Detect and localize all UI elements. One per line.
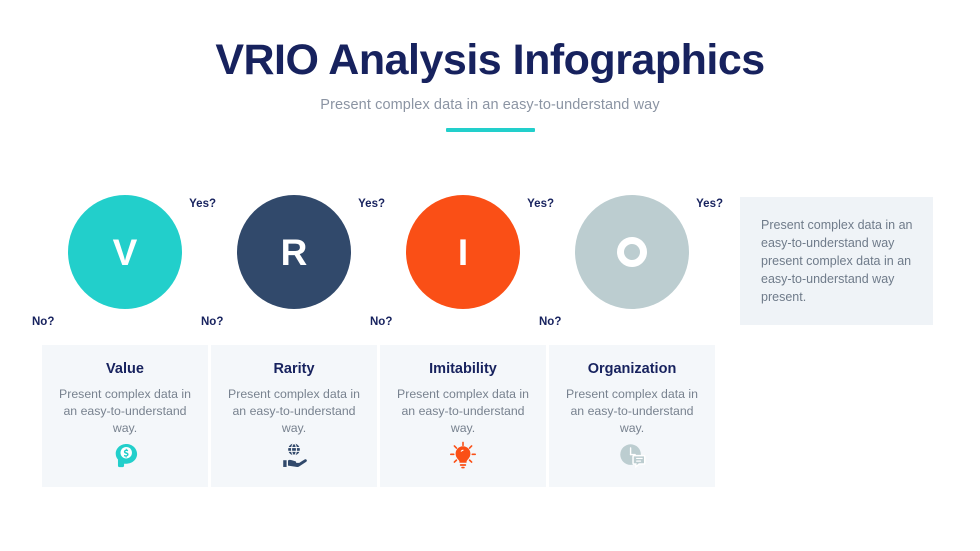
side-note-text: Present complex data in an easy-to-under… [761, 217, 913, 305]
vrio-circles-row: Yes? V No? Yes? R No? Yes? I No? Yes? No… [32, 193, 723, 328]
yes-label: Yes? [189, 198, 216, 210]
circle-letter-i: I [457, 231, 469, 273]
card-title: Imitability [429, 361, 497, 377]
card-title: Organization [587, 361, 677, 377]
no-label: No? [32, 316, 55, 328]
lightbulb-icon [380, 439, 546, 473]
card-description: Present complex data in an easy-to-under… [566, 387, 698, 436]
card-organization[interactable]: Organization Present complex data in an … [549, 345, 715, 487]
circle-letter-r: R [280, 231, 308, 273]
title-divider [445, 128, 535, 133]
card-description: Present complex data in an easy-to-under… [397, 387, 529, 436]
card-value[interactable]: Value Present complex data in an easy-to… [42, 345, 208, 487]
no-label: No? [370, 316, 393, 328]
clock-chat-icon [549, 439, 715, 473]
yes-label: Yes? [696, 198, 723, 210]
card-title: Rarity [273, 361, 315, 377]
globe-hand-icon [211, 439, 377, 473]
circle-letter-v: V [112, 231, 138, 273]
card-description: Present complex data in an easy-to-under… [59, 387, 191, 436]
no-label: No? [201, 316, 224, 328]
card-rarity[interactable]: Rarity Present complex data in an easy-t… [211, 345, 377, 487]
page-title: VRIO Analysis Infographics [215, 36, 765, 84]
vrio-step-value[interactable]: Yes? V No? [32, 193, 216, 328]
head-dollar-icon [42, 439, 208, 473]
vrio-cards-row: Value Present complex data in an easy-to… [42, 345, 722, 487]
vrio-step-imitability[interactable]: Yes? I No? [370, 193, 554, 328]
page-header: VRIO Analysis Infographics Present compl… [0, 36, 980, 133]
card-description: Present complex data in an easy-to-under… [228, 387, 360, 436]
side-note-panel: Present complex data in an easy-to-under… [740, 197, 933, 325]
card-imitability[interactable]: Imitability Present complex data in an e… [380, 345, 546, 487]
card-title: Value [106, 361, 144, 377]
yes-label: Yes? [527, 198, 554, 210]
vrio-step-organization[interactable]: Yes? No? [539, 193, 723, 328]
circle-rarity[interactable]: R [237, 195, 351, 309]
page-subtitle: Present complex data in an easy-to-under… [320, 97, 660, 114]
circle-organization[interactable] [575, 195, 689, 309]
vrio-step-rarity[interactable]: Yes? R No? [201, 193, 385, 328]
yes-label: Yes? [358, 198, 385, 210]
circle-letter-o [617, 237, 647, 267]
no-label: No? [539, 316, 562, 328]
circle-value[interactable]: V [68, 195, 182, 309]
circle-imitability[interactable]: I [406, 195, 520, 309]
